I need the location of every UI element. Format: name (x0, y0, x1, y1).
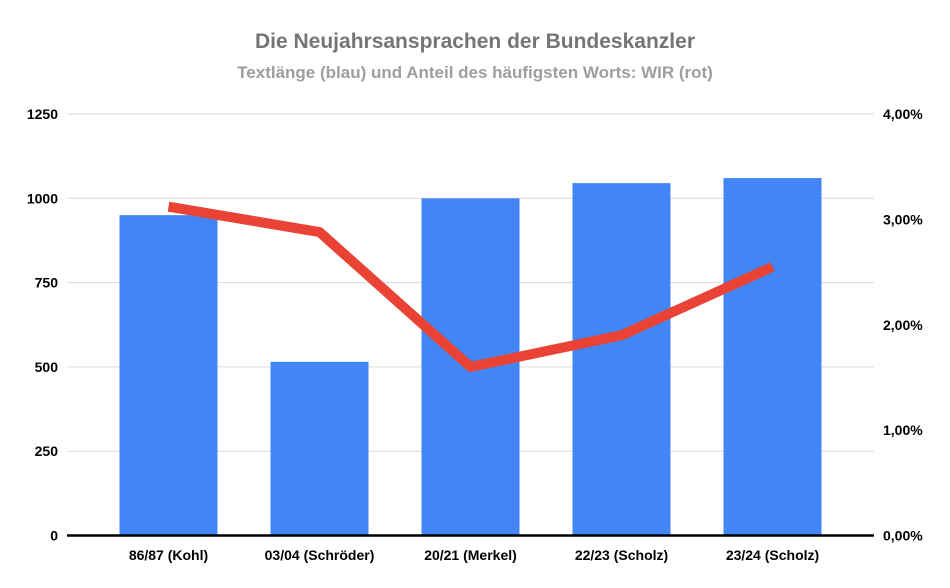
chart-subtitle: Textlänge (blau) und Anteil des häufigst… (237, 63, 713, 82)
x-axis-label-20-21-merkel-: 20/21 (Merkel) (424, 547, 517, 563)
left-axis-tick-label: 750 (35, 275, 59, 291)
bar-86-87-kohl- (119, 215, 218, 537)
x-axis-label-22-23-scholz-: 22/23 (Scholz) (575, 547, 668, 563)
left-axis-tick-label: 1250 (27, 106, 58, 122)
right-axis-tick-label: 0,00% (883, 528, 923, 544)
bar-22-23-scholz- (572, 183, 671, 537)
x-axis-label-86-87-kohl-: 86/87 (Kohl) (129, 547, 208, 563)
right-axis-tick-label: 2,00% (883, 317, 923, 333)
x-axis-label-23-24-scholz-: 23/24 (Scholz) (726, 547, 819, 563)
bar-23-24-scholz- (723, 178, 822, 537)
right-axis-tick-label: 1,00% (883, 422, 923, 438)
x-axis-label-03-04-schr-der-: 03/04 (Schröder) (265, 547, 375, 563)
chart-title: Die Neujahrsansprachen der Bundeskanzler (255, 30, 695, 53)
right-axis-tick-label: 4,00% (883, 106, 923, 122)
line-series-wir-anteil (167, 201, 775, 372)
left-axis-tick-label: 500 (35, 359, 59, 375)
left-axis-tick-label: 250 (35, 443, 59, 459)
bar-03-04-schr-der- (270, 361, 369, 537)
left-axis-tick-label: 0 (50, 528, 58, 544)
right-axis-tick-label: 3,00% (883, 211, 923, 227)
left-axis-tick-label: 1000 (27, 190, 58, 206)
